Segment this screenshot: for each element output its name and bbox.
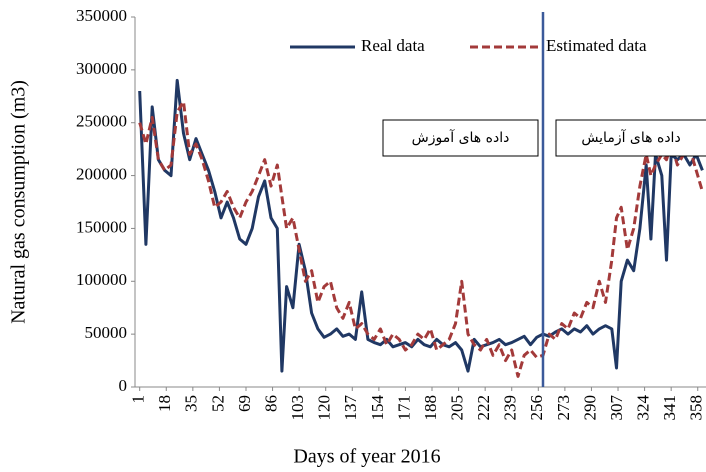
annotation: داده های آموزش (412, 129, 510, 146)
x-tick-label: 358 (687, 395, 706, 421)
y-tick-label: 300000 (76, 59, 127, 78)
x-tick-label: 154 (368, 395, 387, 421)
x-tick-label: 205 (447, 395, 466, 421)
y-tick-label: 0 (119, 376, 128, 395)
y-tick-label: 100000 (76, 270, 127, 289)
x-tick-label: 137 (341, 395, 360, 421)
x-tick-label: 52 (208, 395, 227, 412)
plot-area (138, 78, 704, 378)
x-tick-label: 120 (315, 395, 334, 421)
x-tick-label: 273 (554, 395, 573, 421)
y-tick-label: 150000 (76, 217, 127, 236)
legend-label: Estimated data (546, 36, 647, 55)
legend: Real data Estimated data (290, 36, 647, 55)
annotation-box (382, 119, 539, 157)
y-tick-label: 50000 (85, 323, 128, 342)
x-tick-label: 341 (660, 395, 679, 421)
data-line (138, 78, 704, 373)
data-line (138, 100, 704, 378)
y-tick-label: 200000 (76, 164, 127, 183)
y-tick-label: 350000 (76, 6, 127, 25)
x-tick-label: 18 (155, 395, 174, 412)
x-tick-label: 188 (421, 395, 440, 421)
x-tick-label: 307 (607, 395, 626, 421)
x-tick-label: 290 (580, 395, 599, 421)
x-tick-label: 103 (288, 395, 307, 421)
y-tick-label: 250000 (76, 112, 127, 131)
legend-label: Real data (361, 36, 425, 55)
x-tick-label: 1 (129, 395, 148, 404)
x-axis-title: Days of year 2016 (293, 446, 440, 468)
annotation-box (555, 119, 706, 157)
x-tick-label: 69 (235, 395, 254, 412)
x-tick-label: 86 (261, 395, 280, 412)
x-tick-label: 239 (501, 395, 520, 421)
x-tick-label: 256 (527, 395, 546, 421)
x-tick-label: 324 (634, 395, 653, 421)
x-tick-label: 171 (394, 395, 413, 421)
y-axis-title: Natural gas consumption (m3) (8, 80, 30, 324)
annotation: داده های آزمایش (581, 129, 680, 146)
x-tick-label: 222 (474, 395, 493, 421)
x-tick-label: 35 (182, 395, 201, 412)
